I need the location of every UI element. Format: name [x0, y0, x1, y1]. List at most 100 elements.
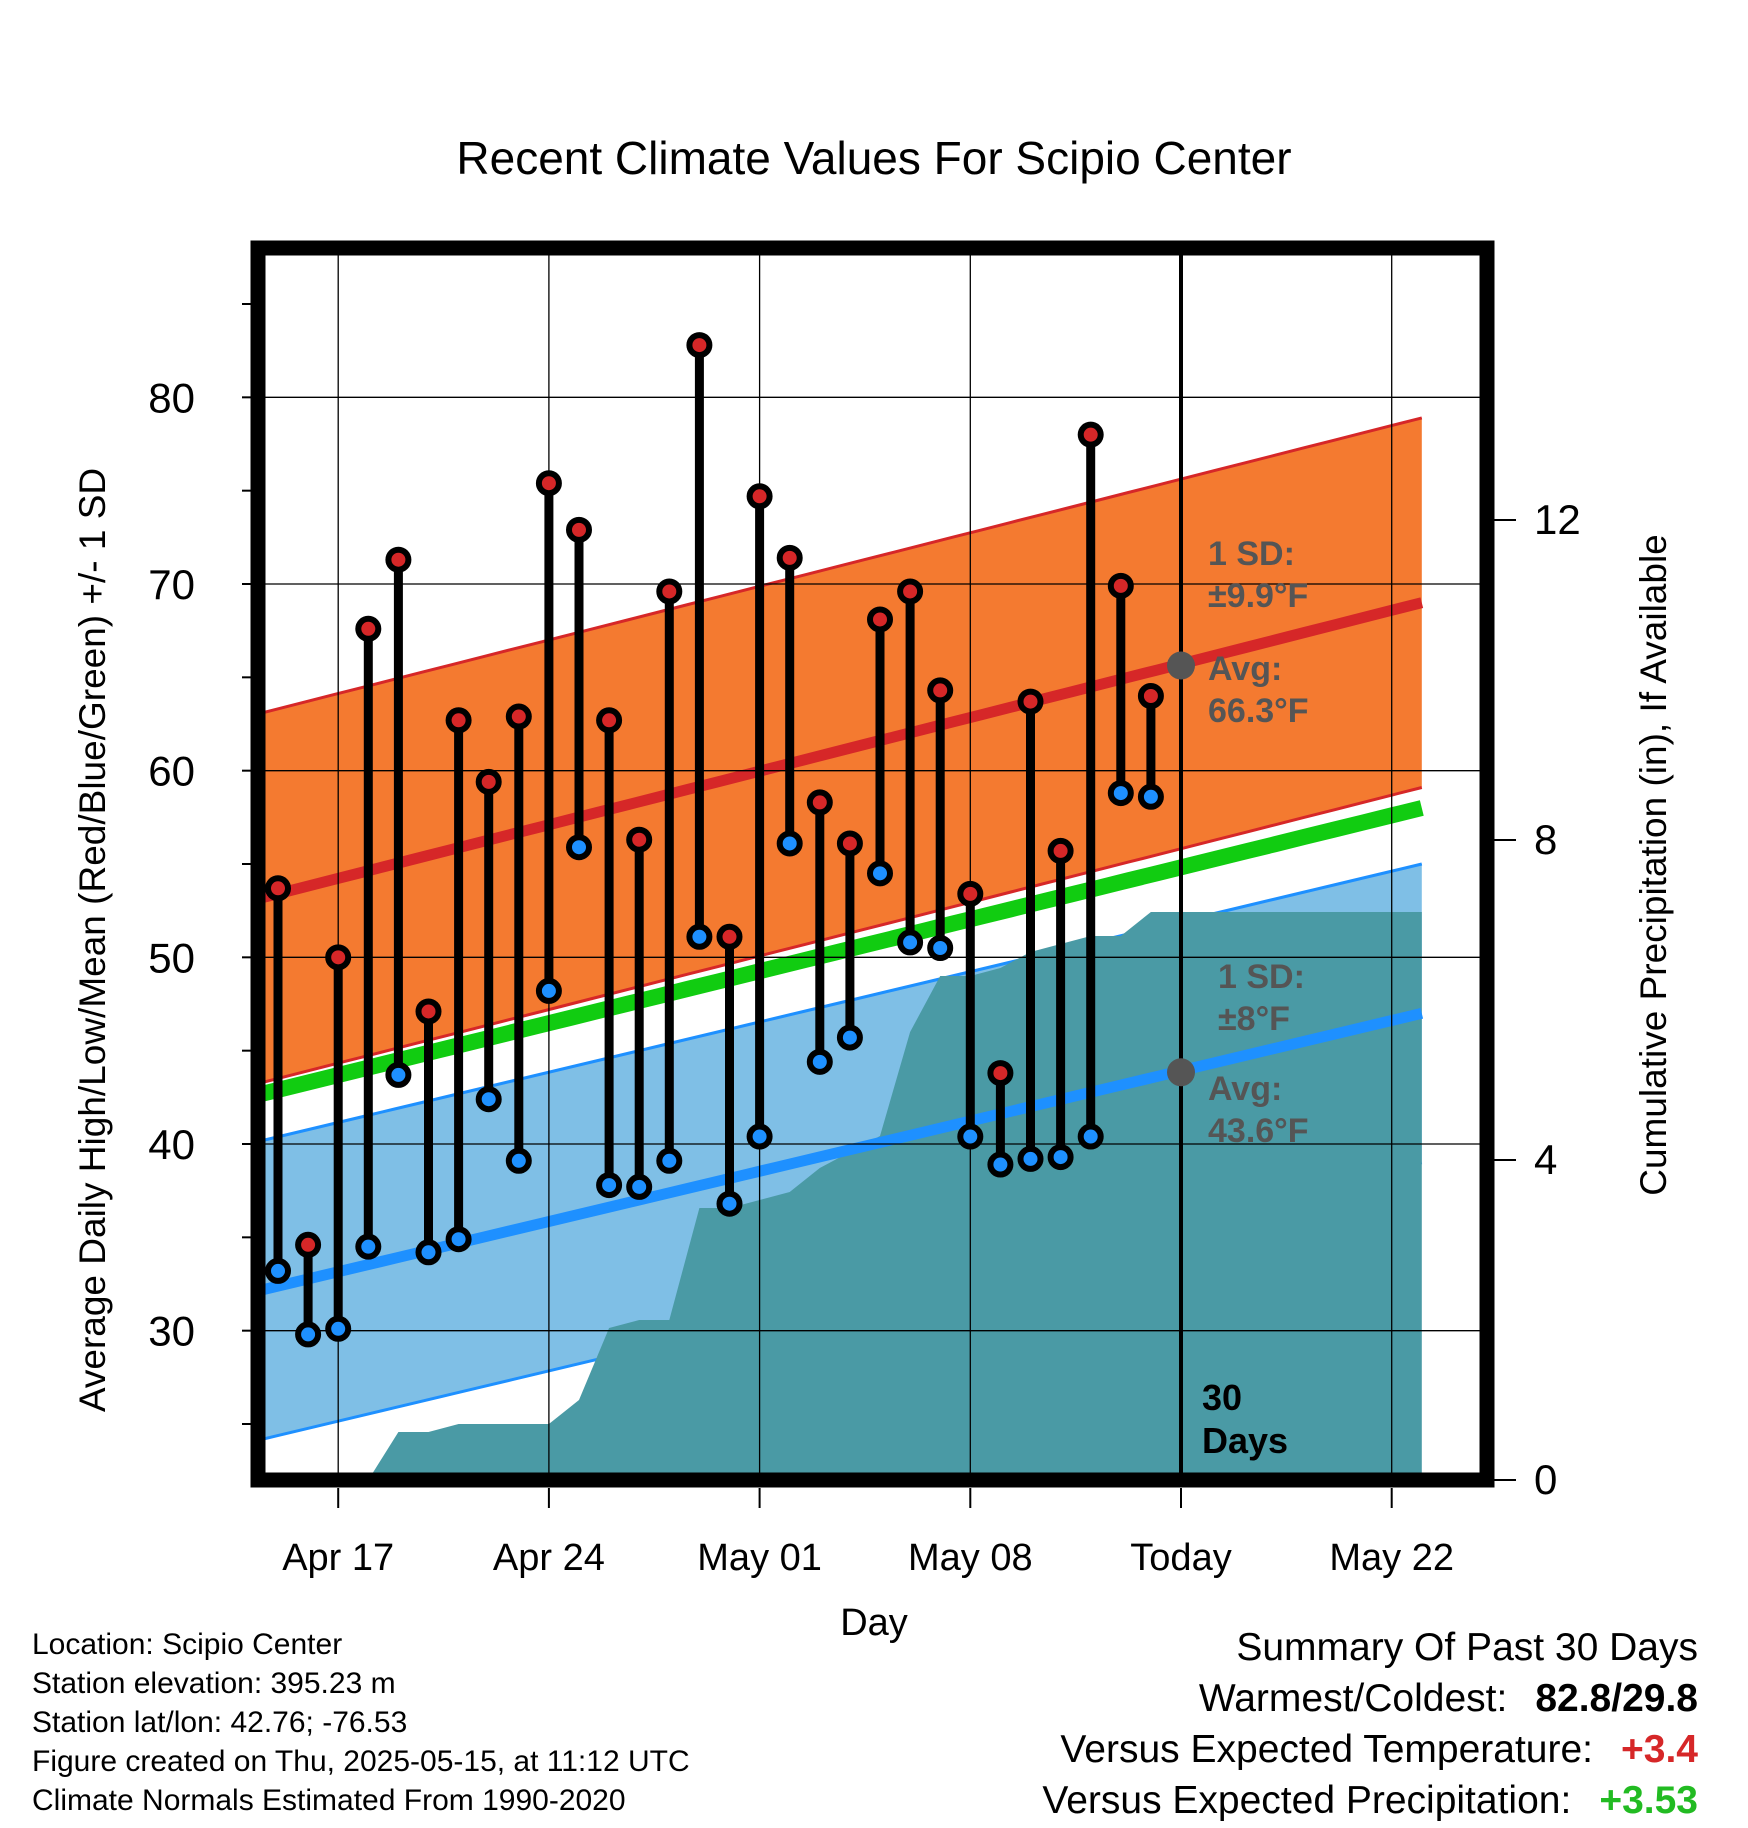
- y-tick-label: 50: [148, 934, 195, 981]
- high-point: [535, 470, 562, 497]
- warm-cold-label: Warmest/Coldest:: [1198, 1677, 1508, 1720]
- low-point: [535, 977, 562, 1004]
- y-tick-label: 80: [148, 374, 195, 421]
- days-label-text: Days: [1202, 1420, 1288, 1461]
- latlon-text: Station lat/lon: 42.76; -76.53: [32, 1706, 408, 1739]
- low-point: [867, 860, 893, 887]
- high-sd-value: ±9.9°F: [1208, 577, 1308, 615]
- low-avg-line: [258, 1007, 1424, 1297]
- x-tick-label: Apr 24: [493, 1537, 605, 1579]
- low-point: [355, 1233, 382, 1260]
- low-point: [325, 1315, 352, 1342]
- low-point: [445, 1226, 472, 1253]
- low-avg-value: 43.6°F: [1208, 1112, 1309, 1150]
- high-point: [566, 516, 592, 543]
- low-point: [1077, 1123, 1104, 1150]
- elevation-text: Station elevation: 395.23 m: [32, 1667, 396, 1700]
- high-point: [656, 578, 683, 605]
- chart-title: Recent Climate Values For Scipio Center: [456, 132, 1291, 184]
- low-point: [1017, 1145, 1044, 1172]
- precip-value: +3.53: [1599, 1779, 1698, 1822]
- high-point: [415, 998, 442, 1025]
- low-point: [686, 923, 713, 950]
- y2-tick-label: 0: [1534, 1456, 1557, 1503]
- y2-tick-label: 4: [1534, 1136, 1557, 1183]
- high-point: [325, 944, 352, 971]
- high-point: [776, 544, 803, 571]
- low-point: [295, 1321, 322, 1348]
- high-point: [1047, 837, 1074, 864]
- high-point: [265, 875, 291, 902]
- low-avg-label: Avg:: [1208, 1070, 1282, 1108]
- x-axis-label: Day: [840, 1602, 908, 1644]
- high-point: [867, 606, 893, 633]
- summary-precip: Versus Expected Precipitation: +3.53: [1042, 1775, 1698, 1826]
- high-point: [626, 826, 653, 853]
- y2-tick-label: 8: [1534, 816, 1557, 863]
- high-point: [1017, 688, 1044, 715]
- low-sd-upper-line: [258, 862, 1423, 1144]
- high-point: [1077, 421, 1104, 448]
- high-point: [596, 707, 623, 734]
- low-point: [897, 929, 924, 956]
- x-tick-label: May 22: [1329, 1537, 1454, 1579]
- low-point: [957, 1123, 984, 1150]
- low-point: [415, 1239, 442, 1266]
- high-point: [1137, 683, 1164, 709]
- y2-tick-label: 12: [1534, 496, 1581, 543]
- low-point: [776, 830, 803, 857]
- low-sd-value: ±8°F: [1218, 1000, 1290, 1038]
- high-point: [716, 923, 743, 950]
- x-tick-label: May 08: [908, 1537, 1033, 1579]
- x-tick-label: Apr 17: [282, 1537, 394, 1579]
- low-point: [566, 834, 592, 861]
- low-point: [927, 935, 954, 961]
- high-point: [957, 880, 984, 907]
- high-point: [355, 615, 382, 642]
- plot-frame: [250, 240, 1495, 1488]
- y-tick-label: 70: [148, 561, 195, 608]
- high-point: [1107, 572, 1134, 599]
- low-point: [475, 1086, 502, 1113]
- summary-heading: Summary Of Past 30 Days: [1236, 1626, 1698, 1669]
- warm-cold-value: 82.8/29.8: [1535, 1677, 1698, 1720]
- y-tick-label: 30: [148, 1308, 195, 1355]
- summary-temp: Versus Expected Temperature: +3.4: [1042, 1724, 1698, 1775]
- low-point: [1047, 1144, 1074, 1171]
- low-point: [1137, 783, 1164, 810]
- y-tick-label: 60: [148, 748, 195, 795]
- high-point: [836, 830, 863, 857]
- high-point: [897, 578, 924, 605]
- high-sd-upper-line: [258, 416, 1423, 716]
- high-point: [295, 1231, 322, 1258]
- low-point: [806, 1048, 833, 1075]
- low-point: [716, 1190, 743, 1217]
- low-point: [626, 1173, 653, 1200]
- x-tick-label: May 01: [697, 1537, 822, 1579]
- mean-line: [258, 800, 1424, 1104]
- high-point: [445, 707, 472, 734]
- high-point: [927, 677, 954, 704]
- days-label-number: 30: [1202, 1377, 1242, 1418]
- summary-panel: Summary Of Past 30 Days Warmest/Coldest:…: [1042, 1622, 1698, 1826]
- low-point: [1107, 780, 1134, 807]
- precip-area: [258, 912, 1422, 1480]
- x-tick-label: Today: [1130, 1537, 1231, 1579]
- low-point: [987, 1151, 1014, 1178]
- today-high-avg-marker: [1167, 651, 1195, 680]
- high-avg-value: 66.3°F: [1208, 692, 1309, 730]
- y2-axis-label: Cumulative Precipitation (in), If Availa…: [1633, 534, 1674, 1196]
- normals-text: Climate Normals Estimated From 1990-2020: [32, 1784, 626, 1817]
- low-point: [746, 1123, 773, 1150]
- location-text: Location: Scipio Center: [32, 1628, 343, 1661]
- high-sd-lower-line: [258, 786, 1423, 1086]
- high-point: [475, 768, 502, 795]
- high-point: [806, 789, 833, 816]
- high-sd-label: 1 SD:: [1208, 535, 1295, 573]
- low-point: [836, 1024, 863, 1051]
- plot-inner: [258, 248, 1487, 1480]
- high-point: [385, 546, 412, 573]
- low-point: [596, 1172, 623, 1199]
- high-avg-line: [258, 597, 1424, 905]
